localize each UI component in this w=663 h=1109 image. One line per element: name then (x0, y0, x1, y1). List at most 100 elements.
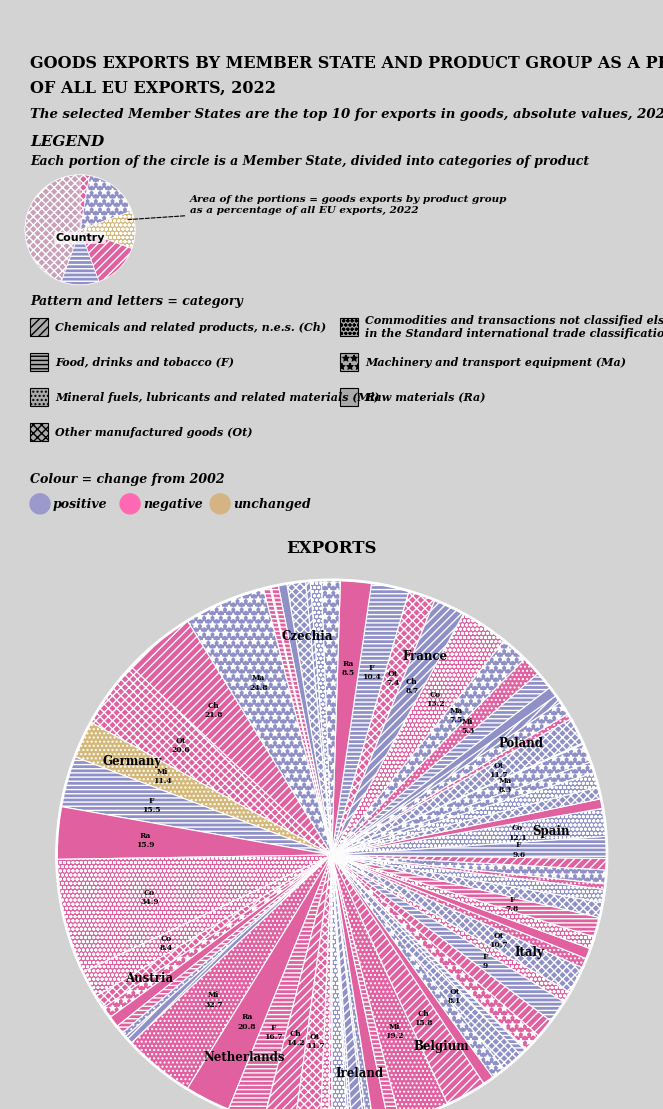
Wedge shape (61, 230, 99, 285)
Text: Mi
19.2: Mi 19.2 (385, 1022, 404, 1039)
Wedge shape (332, 855, 605, 889)
Text: Mi
11.4: Mi 11.4 (152, 767, 171, 785)
Wedge shape (263, 587, 332, 855)
Text: Ot
20.6: Ot 20.6 (171, 736, 190, 754)
FancyBboxPatch shape (30, 388, 48, 406)
Wedge shape (187, 855, 332, 1109)
Wedge shape (44, 175, 90, 230)
Text: Pattern and letters = category: Pattern and letters = category (30, 295, 243, 308)
Wedge shape (26, 230, 80, 277)
Text: positive: positive (53, 498, 107, 510)
Text: Commodities and transactions not classified elsewhere
in the Standard internatio: Commodities and transactions not classif… (365, 315, 663, 339)
Text: unchanged: unchanged (233, 498, 311, 510)
Wedge shape (332, 855, 374, 1109)
Wedge shape (332, 855, 493, 1083)
Wedge shape (332, 855, 564, 1021)
Wedge shape (332, 583, 408, 855)
Wedge shape (332, 808, 606, 855)
Wedge shape (95, 855, 332, 1008)
Wedge shape (80, 230, 132, 282)
Text: Austria: Austria (125, 973, 174, 985)
Text: F
16.7: F 16.7 (264, 1024, 282, 1041)
Text: Ra
8.5: Ra 8.5 (341, 660, 355, 678)
Wedge shape (80, 176, 132, 230)
Text: Ch
21.8: Ch 21.8 (204, 702, 223, 719)
FancyBboxPatch shape (30, 423, 48, 441)
Text: Belgium: Belgium (412, 1039, 468, 1052)
Text: Other manufactured goods (Ot): Other manufactured goods (Ot) (55, 427, 253, 437)
Text: LEGEND: LEGEND (30, 135, 104, 149)
Wedge shape (332, 855, 586, 968)
Wedge shape (332, 773, 598, 855)
Text: Ireland: Ireland (335, 1067, 383, 1080)
Text: Ra
20.8: Ra 20.8 (238, 1014, 256, 1030)
Wedge shape (332, 798, 603, 855)
Wedge shape (131, 855, 332, 1089)
Wedge shape (332, 855, 448, 1109)
Text: Chemicals and related products, n.e.s. (Ch): Chemicals and related products, n.e.s. (… (55, 322, 326, 333)
Text: Raw materials (Ra): Raw materials (Ra) (365, 391, 485, 403)
Text: Co
13.2: Co 13.2 (426, 691, 445, 708)
Wedge shape (332, 855, 349, 1109)
Wedge shape (332, 762, 594, 855)
Text: F
7.8: F 7.8 (505, 896, 518, 913)
Text: Ot
8.1: Ot 8.1 (448, 987, 461, 1005)
FancyBboxPatch shape (30, 318, 48, 336)
Wedge shape (332, 702, 568, 855)
Wedge shape (75, 722, 332, 855)
Text: The selected Member States are the top 10 for exports in goods, absolute values,: The selected Member States are the top 1… (30, 108, 663, 121)
Wedge shape (332, 787, 601, 855)
FancyBboxPatch shape (340, 388, 358, 406)
Text: F
9.6: F 9.6 (512, 842, 525, 858)
Wedge shape (286, 581, 332, 855)
Circle shape (56, 580, 607, 1109)
Text: F
10.4: F 10.4 (362, 663, 381, 681)
FancyBboxPatch shape (30, 353, 48, 372)
Wedge shape (332, 744, 590, 855)
Wedge shape (332, 855, 582, 993)
Wedge shape (332, 855, 607, 869)
FancyBboxPatch shape (340, 318, 358, 336)
Circle shape (210, 494, 230, 513)
Text: Each portion of the circle is a Member State, divided into categories of product: Each portion of the circle is a Member S… (30, 155, 589, 167)
Text: Ma
24.8: Ma 24.8 (249, 674, 268, 692)
Text: France: France (402, 650, 448, 662)
Text: Poland: Poland (499, 736, 544, 750)
Wedge shape (332, 855, 504, 1078)
FancyBboxPatch shape (340, 353, 358, 372)
Text: Ot
7.4: Ot 7.4 (386, 670, 400, 686)
Wedge shape (25, 187, 80, 240)
Wedge shape (332, 855, 347, 1109)
Text: Machinery and transport equipment (Ma): Machinery and transport equipment (Ma) (365, 356, 626, 367)
Wedge shape (271, 586, 332, 855)
Text: Area of the portions = goods exports by product group
as a percentage of all EU : Area of the portions = goods exports by … (128, 195, 507, 220)
Wedge shape (125, 855, 332, 1044)
Wedge shape (110, 855, 332, 1027)
Text: Netherlands: Netherlands (204, 1050, 285, 1064)
Wedge shape (332, 855, 365, 1109)
Wedge shape (332, 641, 524, 855)
Wedge shape (321, 580, 340, 855)
Wedge shape (332, 659, 538, 855)
Text: Ra
15.9: Ra 15.9 (136, 832, 154, 848)
Text: Ch
8.7: Ch 8.7 (405, 678, 418, 694)
Text: Ot
10.7: Ot 10.7 (489, 932, 507, 949)
Wedge shape (320, 855, 332, 1109)
Text: Co
8.4: Co 8.4 (160, 935, 173, 952)
Text: negative: negative (143, 498, 203, 510)
Text: OF ALL EU EXPORTS, 2022: OF ALL EU EXPORTS, 2022 (30, 80, 276, 96)
Wedge shape (332, 688, 556, 855)
Wedge shape (332, 855, 602, 917)
Wedge shape (332, 855, 484, 1105)
Text: Mineral fuels, lubricants and related materials (Mi): Mineral fuels, lubricants and related ma… (55, 391, 379, 403)
Wedge shape (80, 211, 135, 248)
Wedge shape (310, 580, 332, 855)
Text: Co
34.9: Co 34.9 (140, 888, 158, 906)
Text: Ot
11.7: Ot 11.7 (489, 762, 508, 779)
Wedge shape (263, 855, 332, 1109)
Circle shape (120, 494, 140, 513)
Wedge shape (332, 743, 583, 855)
Wedge shape (332, 855, 538, 1049)
Wedge shape (52, 230, 99, 285)
Wedge shape (332, 855, 367, 1109)
